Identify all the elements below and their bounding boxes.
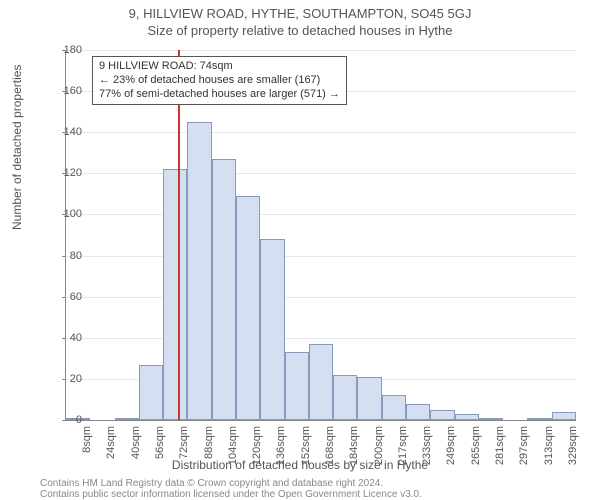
- histogram-bar: [260, 239, 284, 420]
- histogram-bar: [163, 169, 187, 420]
- gridline: [66, 132, 576, 133]
- xtick-label: 8sqm: [81, 426, 93, 476]
- xtick-label: 281sqm: [494, 426, 506, 476]
- gridline: [66, 297, 576, 298]
- gridline: [66, 338, 576, 339]
- gridline: [66, 173, 576, 174]
- ytick-label: 0: [42, 414, 82, 426]
- chart-title-line1: 9, HILLVIEW ROAD, HYTHE, SOUTHAMPTON, SO…: [0, 0, 600, 21]
- xtick-label: 329sqm: [567, 426, 579, 476]
- histogram-bar: [479, 418, 503, 420]
- xtick-label: 24sqm: [105, 426, 117, 476]
- xtick-label: 184sqm: [348, 426, 360, 476]
- ytick-label: 60: [42, 291, 82, 303]
- histogram-bar: [333, 375, 357, 420]
- histogram-bar: [382, 395, 406, 420]
- ytick-label: 20: [42, 373, 82, 385]
- ytick-label: 100: [42, 208, 82, 220]
- gridline: [66, 50, 576, 51]
- footer-attribution: Contains HM Land Registry data © Crown c…: [40, 478, 422, 500]
- annotation-line3: 77% of semi-detached houses are larger (…: [99, 88, 340, 102]
- xtick-label: 72sqm: [178, 426, 190, 476]
- xtick-label: 88sqm: [203, 426, 215, 476]
- histogram-bar: [212, 159, 236, 420]
- xtick-label: 40sqm: [130, 426, 142, 476]
- xtick-label: 200sqm: [373, 426, 385, 476]
- footer-line2: Contains public sector information licen…: [40, 489, 422, 500]
- plot-area: [65, 50, 576, 421]
- annotation-line2: ← 23% of detached houses are smaller (16…: [99, 74, 340, 88]
- ytick-label: 120: [42, 167, 82, 179]
- xtick-label: 152sqm: [300, 426, 312, 476]
- histogram-bar: [455, 414, 479, 420]
- ytick-label: 160: [42, 85, 82, 97]
- gridline: [66, 214, 576, 215]
- histogram-bar: [406, 404, 430, 420]
- histogram-bar: [236, 196, 260, 420]
- annotation-box: 9 HILLVIEW ROAD: 74sqm← 23% of detached …: [92, 56, 347, 105]
- chart-title-line2: Size of property relative to detached ho…: [0, 21, 600, 38]
- xtick-label: 104sqm: [227, 426, 239, 476]
- xtick-label: 249sqm: [445, 426, 457, 476]
- marker-line: [178, 50, 180, 420]
- footer-line1: Contains HM Land Registry data © Crown c…: [40, 478, 422, 489]
- histogram-bar: [187, 122, 211, 420]
- xtick-label: 217sqm: [397, 426, 409, 476]
- histogram-bar: [527, 418, 551, 420]
- xtick-label: 265sqm: [470, 426, 482, 476]
- gridline: [66, 256, 576, 257]
- ytick-label: 80: [42, 250, 82, 262]
- ytick-label: 140: [42, 126, 82, 138]
- y-axis-label: Number of detached properties: [10, 65, 24, 230]
- histogram-bar: [285, 352, 309, 420]
- xtick-label: 233sqm: [421, 426, 433, 476]
- xtick-label: 136sqm: [275, 426, 287, 476]
- histogram-bar: [139, 365, 163, 421]
- histogram-bar: [357, 377, 381, 420]
- xtick-label: 120sqm: [251, 426, 263, 476]
- histogram-bar: [309, 344, 333, 420]
- annotation-line1: 9 HILLVIEW ROAD: 74sqm: [99, 60, 340, 74]
- histogram-bar: [430, 410, 454, 420]
- xtick-label: 297sqm: [518, 426, 530, 476]
- xtick-label: 168sqm: [324, 426, 336, 476]
- xtick-label: 313sqm: [543, 426, 555, 476]
- histogram-bar: [552, 412, 576, 420]
- histogram-bar: [115, 418, 139, 420]
- ytick-label: 180: [42, 44, 82, 56]
- ytick-label: 40: [42, 332, 82, 344]
- xtick-label: 56sqm: [154, 426, 166, 476]
